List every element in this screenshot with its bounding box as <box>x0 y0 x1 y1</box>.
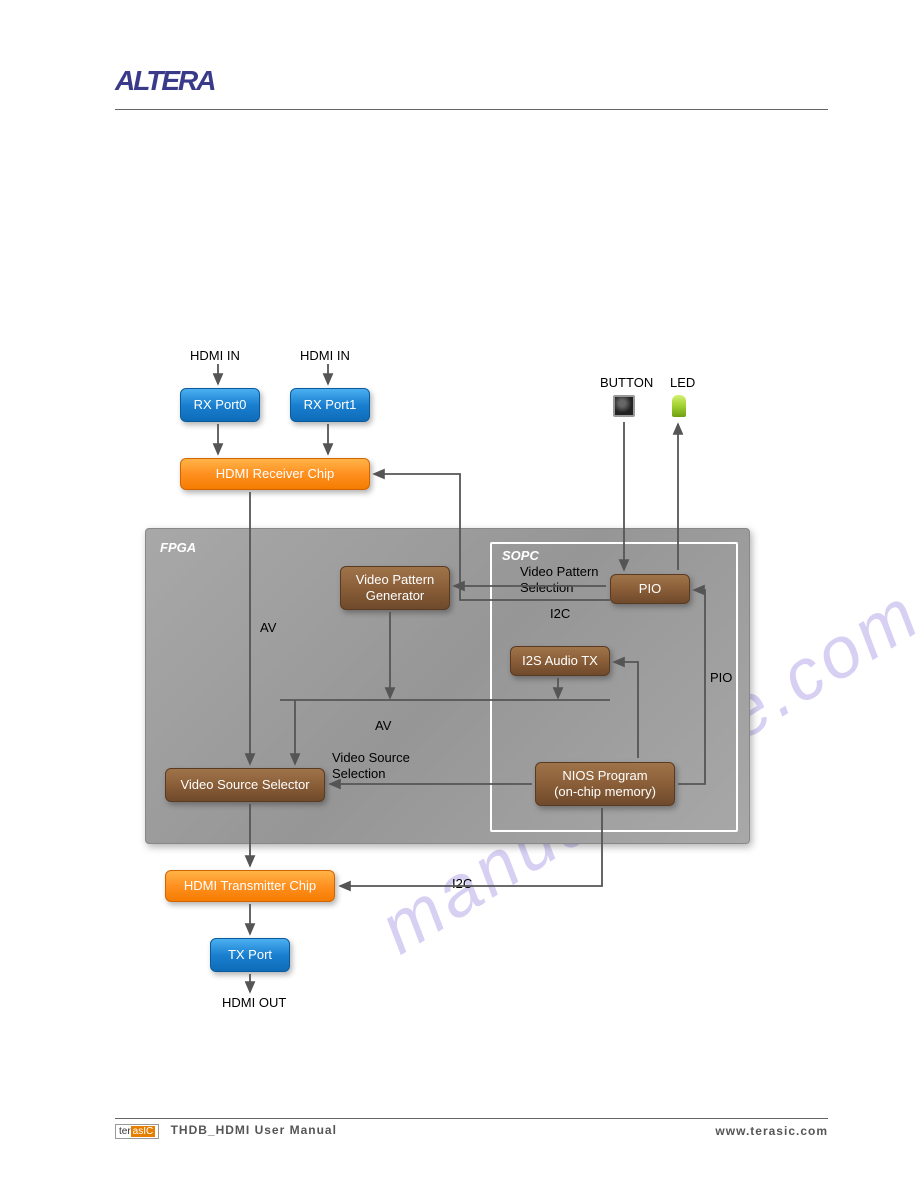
led-label: LED <box>670 375 695 390</box>
button-label: BUTTON <box>600 375 653 390</box>
i2c-label-1: I2C <box>550 606 570 621</box>
node-hdmi_rx: HDMI Receiver Chip <box>180 458 370 490</box>
vss-label: Video Source Selection <box>332 750 410 781</box>
node-tx_port: TX Port <box>210 938 290 972</box>
node-rx_port0: RX Port0 <box>180 388 260 422</box>
pio-edge-label: PIO <box>710 670 732 685</box>
av-label-2: AV <box>375 718 391 733</box>
hdmi-out-label: HDMI OUT <box>222 995 286 1010</box>
node-pio_node: PIO <box>610 574 690 604</box>
fpga-label: FPGA <box>160 540 196 555</box>
node-rx_port1: RX Port1 <box>290 388 370 422</box>
button-icon <box>613 395 635 417</box>
terasic-logo: terasIC <box>115 1124 159 1139</box>
hdmi-in-0-label: HDMI IN <box>190 348 240 363</box>
node-vpg: Video Pattern Generator <box>340 566 450 610</box>
node-vss: Video Source Selector <box>165 768 325 802</box>
node-nios: NIOS Program (on-chip memory) <box>535 762 675 806</box>
i2c-label-2: I2C <box>452 876 472 891</box>
sopc-label: SOPC <box>502 548 539 563</box>
node-hdmi_tx: HDMI Transmitter Chip <box>165 870 335 902</box>
led-icon <box>672 395 686 417</box>
node-i2s: I2S Audio TX <box>510 646 610 676</box>
av-label-1: AV <box>260 620 276 635</box>
footer-manual-text: THDB_HDMI User Manual <box>171 1123 337 1137</box>
footer-url: www.terasic.com <box>715 1124 828 1138</box>
footer-left: terasIC THDB_HDMI User Manual <box>115 1123 337 1139</box>
footer: terasIC THDB_HDMI User Manual www.terasi… <box>115 1118 828 1138</box>
vps-label: Video Pattern Selection <box>520 564 599 595</box>
hdmi-in-1-label: HDMI IN <box>300 348 350 363</box>
block-diagram: manualshive.com HDMI IN HDMI IN BUTTON L… <box>140 330 780 1060</box>
header-rule <box>115 70 828 110</box>
